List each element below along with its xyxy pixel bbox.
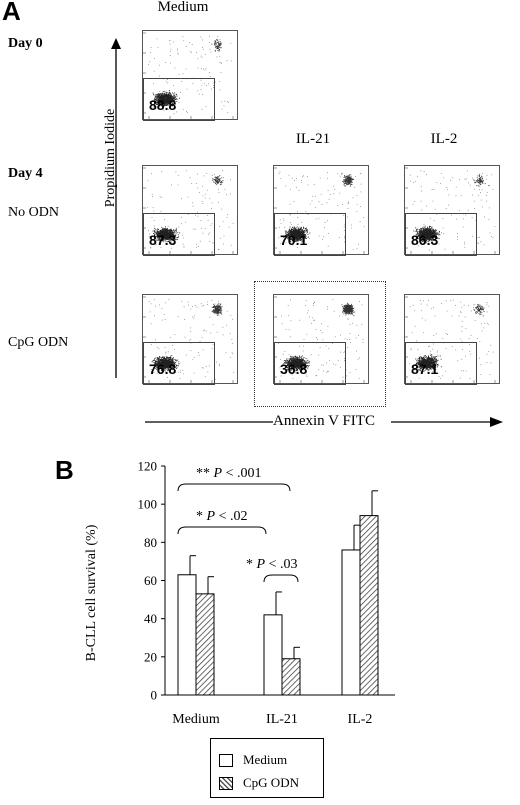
dot-cloud — [405, 296, 496, 383]
gate-live-cells — [274, 342, 346, 385]
gate-percentage: 36.8 — [280, 361, 308, 377]
bar-cpg-odn-il-2 — [359, 515, 379, 696]
y-tick-label: 100 — [138, 497, 158, 512]
bar-cpg-odn-il-21 — [281, 658, 301, 696]
y-tick-label: 80 — [144, 535, 157, 550]
y-tick-label: 60 — [144, 573, 157, 588]
significance-001-bracket — [177, 483, 291, 492]
row-label-day4: Day 4 — [8, 166, 43, 181]
legend-swatch-medium — [219, 753, 233, 767]
gate-percentage: 88.8 — [149, 97, 177, 113]
y-tick-label: 40 — [144, 611, 157, 626]
dot-cloud — [143, 167, 234, 254]
legend-swatch-cpg-odn — [219, 776, 233, 790]
bar-medium-medium — [177, 574, 197, 696]
gate-percentage: 87.1 — [411, 361, 439, 377]
significance-001-label: ** P < .001 — [196, 466, 261, 481]
flow-plot-day0-medium: 88.8 — [142, 30, 238, 121]
gate-percentage: 87.3 — [149, 232, 177, 248]
significance-02-label: * P < .02 — [196, 509, 247, 524]
y-axis-title-pi: Propidium Iodide — [103, 108, 118, 208]
dot-cloud — [143, 296, 234, 383]
y-tick-label: 0 — [151, 688, 158, 703]
gate-live-cells — [143, 78, 215, 121]
flow-plot-cpg-medium: 76.8 — [142, 294, 238, 385]
gate-percentage: 86.3 — [411, 232, 439, 248]
gate-percentage: 70.1 — [280, 232, 308, 248]
highlight-box-il21-cpg — [254, 281, 386, 407]
dot-cloud — [143, 32, 234, 119]
dot-cloud — [274, 167, 365, 254]
bar-medium-il-2 — [341, 549, 361, 696]
x-axis-arrow — [145, 417, 503, 427]
significance-03-bracket — [263, 574, 299, 583]
bar-cpg-odn-medium — [195, 593, 215, 696]
gate-percentage: 76.8 — [149, 361, 177, 377]
dot-cloud — [274, 296, 365, 383]
flow-plot-noodn-il21: 70.1 — [273, 165, 369, 256]
gate-live-cells — [143, 213, 215, 256]
column-label-il2: IL-2 — [430, 131, 458, 147]
bar-chart-y-axis-title: B-CLL cell survival (%) — [84, 524, 99, 662]
y-axis-arrow — [111, 38, 121, 378]
row-label-cpg-odn: CpG ODN — [8, 335, 69, 350]
gate-live-cells — [405, 342, 477, 385]
row-label-day0: Day 0 — [8, 36, 43, 51]
gate-live-cells — [143, 342, 215, 385]
panel-b-letter: B — [55, 455, 74, 485]
legend: Medium CpG ODN — [210, 738, 324, 798]
flow-plot-cpg-il21: 36.8 — [273, 294, 369, 385]
flow-plot-noodn-il2: 86.3 — [404, 165, 500, 256]
significance-02-bracket — [177, 526, 267, 535]
dot-cloud — [405, 167, 496, 254]
x-tick-label: IL-2 — [348, 712, 373, 727]
legend-item-medium: Medium — [219, 752, 287, 768]
x-tick-label: Medium — [172, 712, 220, 727]
legend-label-medium: Medium — [243, 752, 288, 767]
flow-plot-cpg-il2: 87.1 — [404, 294, 500, 385]
x-tick-label: IL-21 — [266, 712, 298, 727]
gate-live-cells — [405, 213, 477, 256]
y-tick-label: 120 — [138, 459, 158, 474]
column-label-il21: IL-21 — [295, 131, 331, 147]
bar-medium-il-21 — [263, 614, 283, 696]
flow-plot-noodn-medium: 87.3 — [142, 165, 238, 256]
gate-live-cells — [274, 213, 346, 256]
y-tick-label: 20 — [144, 649, 157, 664]
legend-item-cpg-odn: CpG ODN — [219, 775, 299, 791]
x-axis-title-annexin: Annexin V FITC — [273, 413, 375, 429]
column-label-medium: Medium — [157, 0, 209, 15]
legend-label-cpg-odn: CpG ODN — [243, 775, 299, 790]
row-label-no-odn: No ODN — [8, 205, 59, 220]
panel-a-letter: A — [2, 0, 21, 26]
bar-chart-survival: 0 20 40 60 80 100 120 Medium IL-21 IL-2 ** P < .00… — [138, 459, 395, 727]
significance-03-label: * P < .03 — [246, 557, 297, 572]
